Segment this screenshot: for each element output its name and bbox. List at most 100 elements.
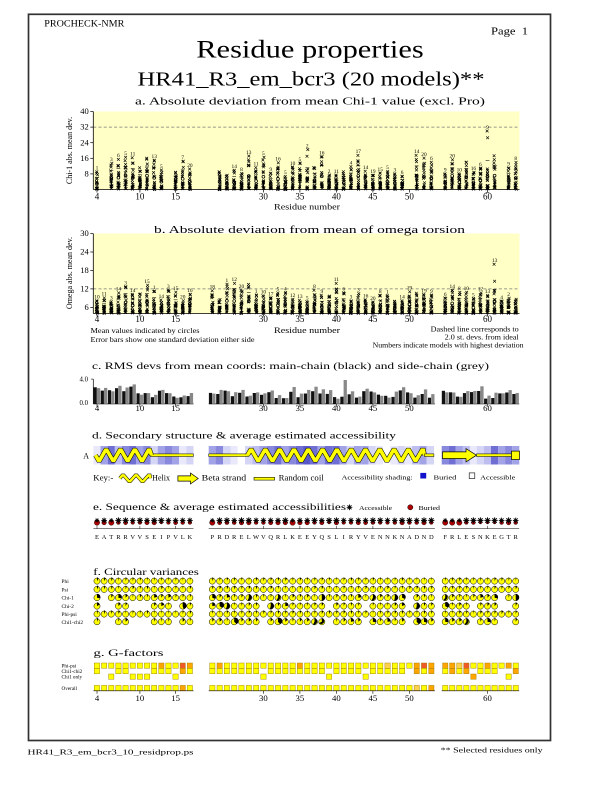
svg-text:4: 4 <box>95 693 100 703</box>
svg-text:12: 12 <box>232 277 238 283</box>
svg-text:8: 8 <box>379 289 382 295</box>
svg-text:A: A <box>102 534 107 541</box>
svg-text:10: 10 <box>261 290 267 296</box>
svg-text:45: 45 <box>368 192 378 202</box>
svg-text:K: K <box>485 534 490 541</box>
svg-text:3: 3 <box>110 295 113 301</box>
svg-text:20: 20 <box>370 296 376 302</box>
svg-text:3: 3 <box>350 295 353 301</box>
svg-text:Key:-: Key:- <box>93 474 113 483</box>
svg-text:2: 2 <box>328 169 331 175</box>
svg-text:Phi-psi: Phi-psi <box>62 663 77 669</box>
svg-text:16: 16 <box>471 166 477 172</box>
svg-text:K: K <box>392 534 397 541</box>
svg-text:19: 19 <box>370 169 376 175</box>
svg-text:Omega abs. mean dev.: Omega abs. mean dev. <box>65 237 74 309</box>
svg-text:15: 15 <box>144 279 150 285</box>
svg-text:Random coil: Random coil <box>279 474 325 483</box>
svg-text:60: 60 <box>483 403 492 413</box>
svg-text:30: 30 <box>259 314 269 324</box>
svg-text:14: 14 <box>116 287 122 293</box>
svg-text:E: E <box>95 534 99 541</box>
svg-text:e. Sequence & average estimate: e. Sequence & average estimated accessib… <box>93 503 346 513</box>
svg-text:45: 45 <box>369 693 378 703</box>
svg-text:S: S <box>327 534 331 541</box>
svg-text:R: R <box>276 534 281 541</box>
svg-text:16: 16 <box>80 153 89 163</box>
svg-text:40: 40 <box>332 403 341 413</box>
svg-text:5: 5 <box>124 151 127 157</box>
svg-text:5: 5 <box>160 164 163 170</box>
svg-text:N: N <box>422 534 427 541</box>
svg-text:5: 5 <box>472 292 475 298</box>
svg-text:50: 50 <box>405 192 415 202</box>
svg-text:E: E <box>493 534 497 541</box>
svg-text:** Selected residues only: ** Selected residues only <box>441 746 543 755</box>
svg-text:18: 18 <box>80 265 89 275</box>
svg-text:6: 6 <box>444 292 447 298</box>
svg-text:9: 9 <box>430 289 433 295</box>
svg-text:Beta strand: Beta strand <box>202 474 247 483</box>
svg-text:2: 2 <box>306 143 309 149</box>
svg-text:PROCHECK-NMR: PROCHECK-NMR <box>44 18 124 28</box>
svg-text:60: 60 <box>483 314 493 324</box>
svg-text:10: 10 <box>457 168 463 174</box>
svg-text:6: 6 <box>479 162 482 168</box>
svg-text:13: 13 <box>152 154 158 160</box>
svg-text:60: 60 <box>483 192 493 202</box>
svg-text:10: 10 <box>136 403 145 413</box>
svg-text:14: 14 <box>450 284 456 290</box>
svg-text:c. RMS devs from mean coords:: c. RMS devs from mean coords: main-chain… <box>92 361 489 372</box>
svg-text:6: 6 <box>430 156 433 162</box>
svg-text:12: 12 <box>290 293 296 299</box>
svg-text:V: V <box>363 534 368 541</box>
svg-text:14: 14 <box>414 149 420 155</box>
svg-text:10: 10 <box>135 192 145 202</box>
svg-text:b. Absolute deviation from mea: b. Absolute deviation from mean of omega… <box>154 225 465 236</box>
svg-text:15: 15 <box>171 693 180 703</box>
svg-text:N: N <box>385 534 390 541</box>
svg-text:Accessible: Accessible <box>359 505 392 512</box>
svg-text:Phi-psi: Phi-psi <box>62 612 78 618</box>
svg-text:K: K <box>188 534 193 541</box>
svg-text:Error bars show one standard d: Error bars show one standard deviation e… <box>91 336 255 344</box>
svg-text:V: V <box>173 534 178 541</box>
svg-text:4: 4 <box>95 314 100 324</box>
svg-text:R: R <box>450 534 455 541</box>
svg-text:g. G-factors: g. G-factors <box>94 648 164 659</box>
svg-text:Buried: Buried <box>419 505 441 512</box>
svg-text:17: 17 <box>356 149 362 155</box>
svg-text:Chi1-chi2: Chi1-chi2 <box>62 669 83 675</box>
svg-text:13: 13 <box>297 294 303 300</box>
svg-text:A: A <box>83 451 89 460</box>
svg-text:16: 16 <box>363 294 369 300</box>
svg-text:35: 35 <box>296 693 305 703</box>
svg-text:Accessibility shading:: Accessibility shading: <box>342 475 413 482</box>
svg-text:9: 9 <box>486 125 489 131</box>
svg-text:HR41_R3_em_bcr3_10_residprop.p: HR41_R3_em_bcr3_10_residprop.ps <box>28 747 194 756</box>
svg-text:E: E <box>305 534 309 541</box>
svg-text:Overall: Overall <box>62 686 78 692</box>
svg-text:N: N <box>378 534 383 541</box>
svg-text:Helix: Helix <box>152 474 170 483</box>
svg-text:Page 1: Page 1 <box>491 26 528 37</box>
svg-text:30: 30 <box>259 192 269 202</box>
svg-text:D: D <box>429 534 434 541</box>
svg-text:N: N <box>400 534 405 541</box>
svg-text:Chi1 only: Chi1 only <box>62 674 83 680</box>
svg-text:24: 24 <box>80 137 89 147</box>
svg-text:8: 8 <box>514 156 517 162</box>
svg-text:Psi: Psi <box>62 587 69 593</box>
svg-text:30: 30 <box>259 403 268 413</box>
svg-text:R: R <box>217 534 222 541</box>
svg-text:Buried: Buried <box>434 475 458 482</box>
svg-text:19: 19 <box>421 288 427 294</box>
svg-text:50: 50 <box>405 693 414 703</box>
svg-text:12: 12 <box>80 284 89 294</box>
svg-text:E: E <box>240 534 244 541</box>
svg-text:24: 24 <box>80 247 89 257</box>
svg-text:R: R <box>232 534 237 541</box>
svg-text:P: P <box>167 534 171 541</box>
svg-text:45: 45 <box>368 314 378 324</box>
svg-text:3: 3 <box>124 281 127 287</box>
